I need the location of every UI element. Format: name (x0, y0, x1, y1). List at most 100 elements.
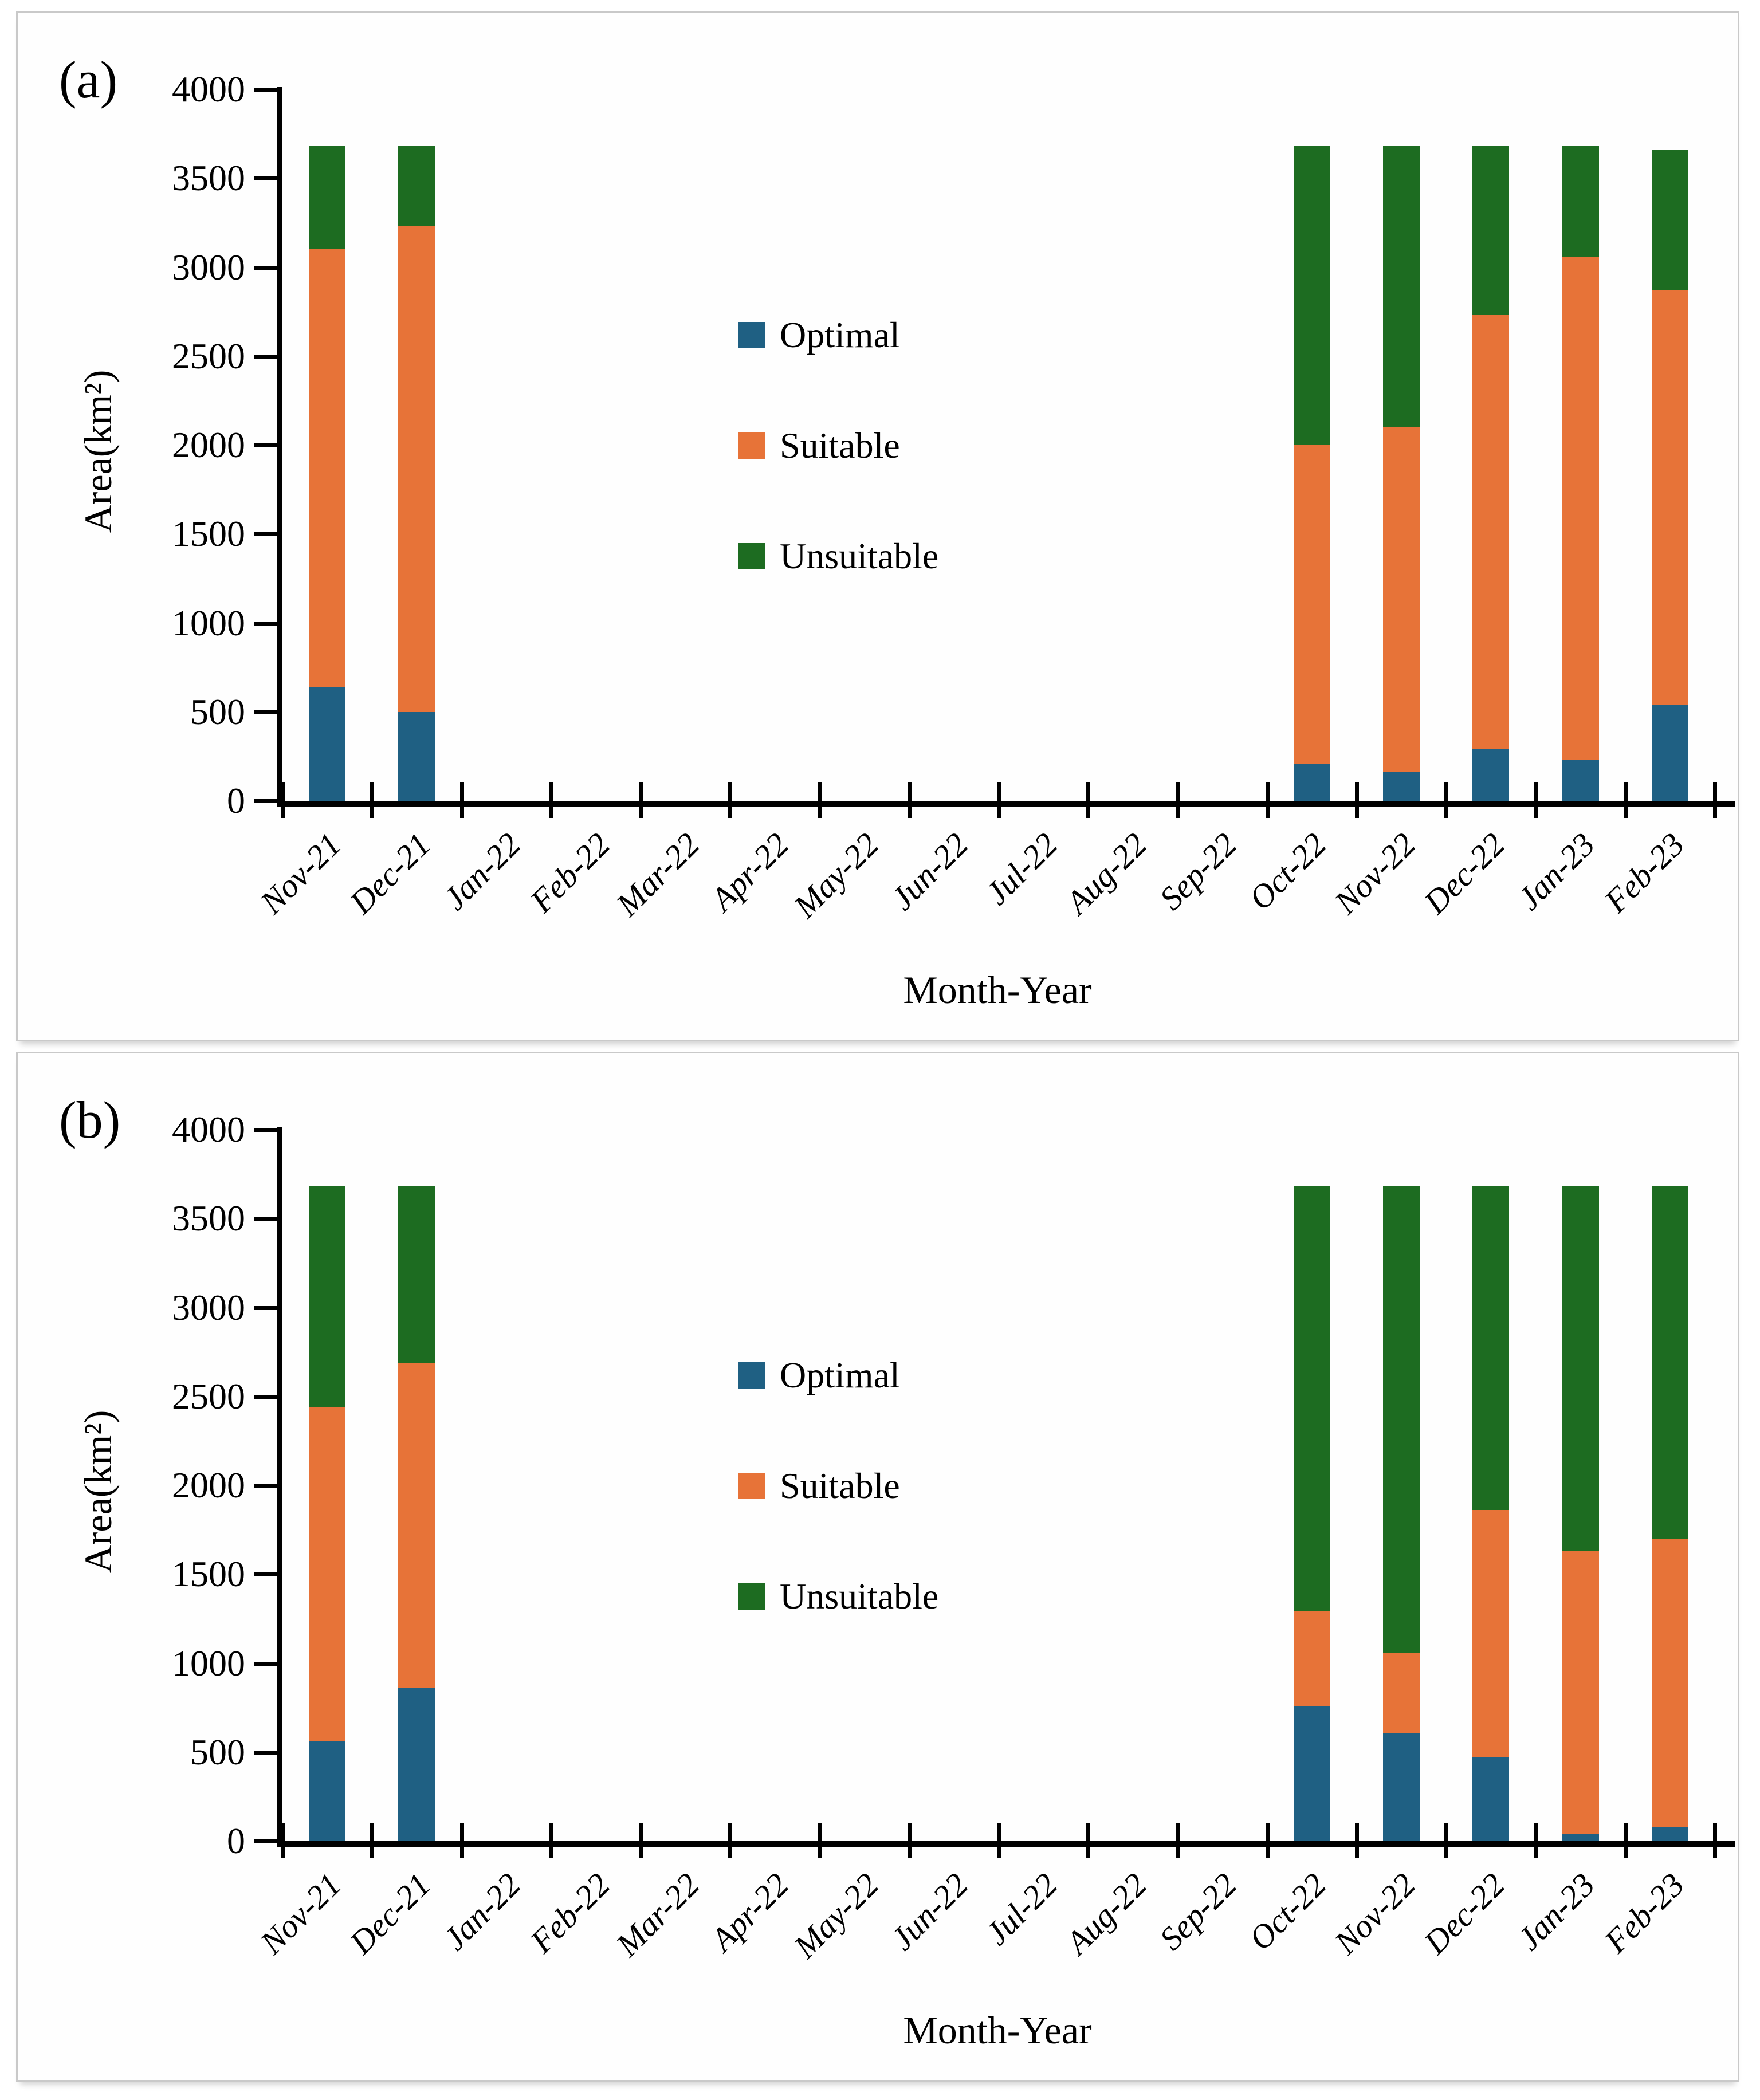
x-axis-tick (818, 782, 822, 818)
bar-segment-Feb-23-suitable (1651, 1539, 1688, 1827)
bar-segment-Dec-21-optimal (398, 711, 435, 801)
legend-item-suitable: Suitable (738, 427, 900, 464)
x-axis-tick (1534, 1823, 1538, 1858)
x-axis-tick (459, 1823, 464, 1858)
y-axis-tick (254, 1661, 277, 1666)
x-axis-line (277, 801, 1735, 807)
y-axis-tick (254, 1305, 277, 1310)
y-axis-tick (254, 1394, 277, 1399)
x-axis-tick (1176, 782, 1180, 818)
plot-area-b: 0 500 1000 1500 2000 2500 3000 3500 4000 Nov-21 De… (172, 1109, 1735, 1965)
unsuitable-color-swatch (738, 543, 765, 569)
unsuitable-color-swatch (738, 1583, 765, 1610)
optimal-color-swatch (738, 322, 765, 348)
chart-panel-b: (b) Area(km²) 0 500 1000 1500 2000 2500 3000 35… (16, 1052, 1739, 2082)
x-axis-tick (907, 1823, 912, 1858)
x-axis-tick (549, 782, 553, 818)
legend-label-suitable: Suitable (780, 425, 900, 466)
y-axis-tick (254, 532, 277, 537)
x-axis-tick (639, 782, 643, 818)
panel-label-b: (b) (59, 1091, 121, 1149)
y-axis-tick (254, 443, 277, 447)
y-axis-tick (254, 176, 277, 181)
bar-segment-Dec-21-unsuitable (398, 1186, 435, 1363)
suitable-color-swatch (738, 1473, 765, 1499)
y-axis-tick (254, 1750, 277, 1755)
legend-item-unsuitable: Unsuitable (738, 538, 938, 575)
bar-segment-Oct-22-suitable (1293, 1611, 1330, 1706)
x-axis-tick (997, 1823, 1001, 1858)
x-axis-tick (281, 782, 285, 818)
x-axis-tick (1176, 1823, 1180, 1858)
x-axis-tick (639, 1823, 643, 1858)
y-tick-label: 1500 (172, 1554, 245, 1595)
bar-segment-Dec-22-unsuitable (1472, 146, 1510, 316)
bar-segment-Nov-22-suitable (1383, 427, 1420, 773)
y-tick-label: 3500 (172, 1198, 245, 1239)
y-tick-label: 1000 (172, 602, 245, 643)
bar-segment-Dec-21-suitable (398, 226, 435, 712)
legend-item-optimal: Optimal (738, 1357, 900, 1394)
x-axis-tick (459, 782, 464, 818)
bar-segment-Feb-23-optimal (1651, 705, 1688, 801)
bar-segment-Dec-22-unsuitable (1472, 1186, 1510, 1511)
y-tick-label: 3500 (172, 158, 245, 199)
x-axis-tick (370, 1823, 375, 1858)
y-tick-label: 3000 (172, 246, 245, 288)
bar-segment-Nov-22-suitable (1383, 1652, 1420, 1733)
bar-segment-Nov-21-optimal (309, 687, 346, 801)
legend-item-suitable: Suitable (738, 1468, 900, 1504)
bar-segment-Feb-23-unsuitable (1651, 1186, 1688, 1539)
y-axis-tick (254, 1128, 277, 1132)
bar-segment-Nov-22-unsuitable (1383, 1186, 1420, 1653)
legend-label-unsuitable: Unsuitable (780, 1576, 939, 1617)
y-tick-label: 0 (227, 1820, 245, 1861)
x-axis-title-a: Month-Year (903, 968, 1092, 1012)
bar-segment-Dec-22-suitable (1472, 315, 1510, 749)
y-tick-label: 0 (227, 780, 245, 821)
x-axis-tick (907, 782, 912, 818)
y-axis-tick (254, 621, 277, 626)
y-axis-tick (254, 1572, 277, 1577)
bar-segment-Jan-23-suitable (1562, 1551, 1599, 1834)
y-axis-tick (254, 265, 277, 270)
bar-segment-Jan-23-unsuitable (1562, 1186, 1599, 1551)
x-axis-tick (1713, 1823, 1717, 1858)
x-axis-tick (1444, 782, 1449, 818)
bar-segment-Oct-22-optimal (1293, 763, 1330, 801)
y-axis-tick (254, 88, 277, 92)
bar-segment-Jan-23-unsuitable (1562, 146, 1599, 257)
y-tick-label: 2000 (172, 424, 245, 465)
bar-segment-Feb-23-unsuitable (1651, 150, 1688, 290)
y-tick-label: 500 (190, 1731, 245, 1772)
x-axis-tick (1534, 782, 1538, 818)
bar-segment-Oct-22-unsuitable (1293, 146, 1330, 445)
bar-segment-Nov-21-suitable (309, 249, 346, 687)
x-axis-tick (818, 1823, 822, 1858)
x-axis-tick (1265, 782, 1270, 818)
bar-segment-Dec-21-unsuitable (398, 146, 435, 227)
y-axis-tick (254, 799, 277, 803)
bar-segment-Jan-23-optimal (1562, 760, 1599, 801)
x-axis-tick (1355, 782, 1359, 818)
x-axis-tick (370, 782, 375, 818)
legend-label-optimal: Optimal (780, 1355, 900, 1395)
y-axis-tick (254, 710, 277, 714)
y-tick-label: 2500 (172, 1375, 245, 1417)
x-axis-tick (1623, 782, 1628, 818)
bar-segment-Dec-21-optimal (398, 1688, 435, 1841)
legend-item-unsuitable: Unsuitable (738, 1578, 938, 1615)
y-axis-line (277, 87, 282, 805)
legend-item-optimal: Optimal (738, 317, 900, 353)
bar-segment-Jan-23-optimal (1562, 1834, 1599, 1841)
y-axis-tick (254, 1484, 277, 1488)
x-axis-tick (728, 782, 733, 818)
bar-segment-Dec-22-optimal (1472, 1757, 1510, 1841)
chart-panel-a: (a) Area(km²) 0 500 1000 1500 2000 2500 3000 35… (16, 11, 1739, 1041)
bar-segment-Oct-22-suitable (1293, 445, 1330, 764)
bar-segment-Nov-21-unsuitable (309, 146, 346, 250)
bar-segment-Oct-22-unsuitable (1293, 1186, 1330, 1612)
legend-label-unsuitable: Unsuitable (780, 536, 939, 576)
y-axis-tick (254, 354, 277, 359)
